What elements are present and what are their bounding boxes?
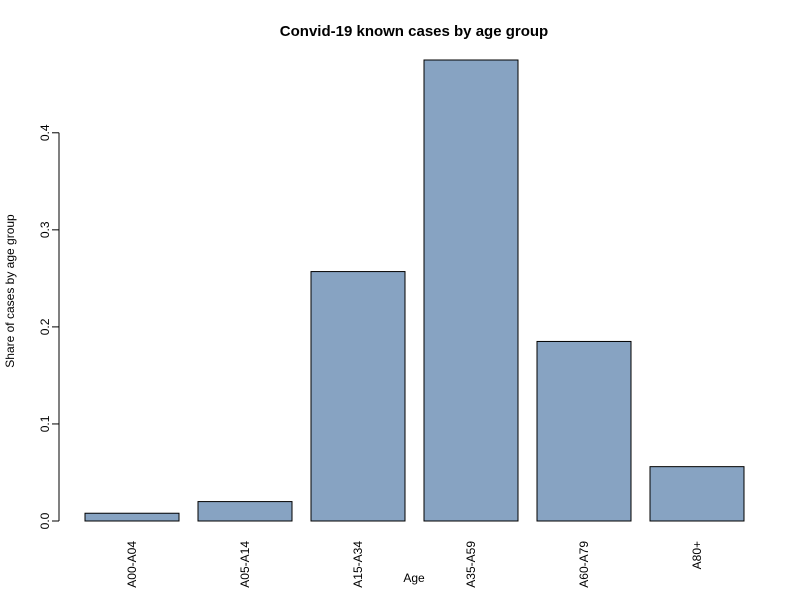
bars-group	[84, 59, 745, 522]
bar-a15-a34	[310, 271, 406, 522]
bar-a60-a79	[536, 340, 632, 522]
x-tick-label: A35-A59	[464, 541, 478, 588]
x-tick-label: A00-A04	[125, 541, 139, 588]
y-tick-label: 0.3	[38, 221, 52, 238]
y-axis-label: Share of cases by age group	[3, 214, 17, 368]
y-axis: 0.0 0.1 0.2 0.3 0.4	[38, 124, 60, 529]
y-tick-label: 0.0	[38, 512, 52, 529]
x-tick-labels: A00-A04 A05-A14 A15-A34 A35-A59 A60-A79 A80+	[125, 541, 704, 588]
bar-a05-a14	[197, 501, 293, 522]
bar-a35-a59	[423, 59, 519, 522]
x-tick-label: A60-A79	[577, 541, 591, 588]
y-tick-label: 0.4	[38, 124, 52, 141]
bar-a80-	[649, 466, 745, 522]
chart-title: Convid-19 known cases by age group	[280, 23, 548, 40]
x-tick-label: A80+	[690, 541, 704, 569]
x-axis-label: Age	[403, 571, 425, 585]
y-tick-label: 0.2	[38, 318, 52, 335]
y-tick-label: 0.1	[38, 415, 52, 432]
x-tick-label: A05-A14	[238, 541, 252, 588]
bar-a00-a04	[84, 512, 180, 522]
x-tick-label: A15-A34	[351, 541, 365, 588]
